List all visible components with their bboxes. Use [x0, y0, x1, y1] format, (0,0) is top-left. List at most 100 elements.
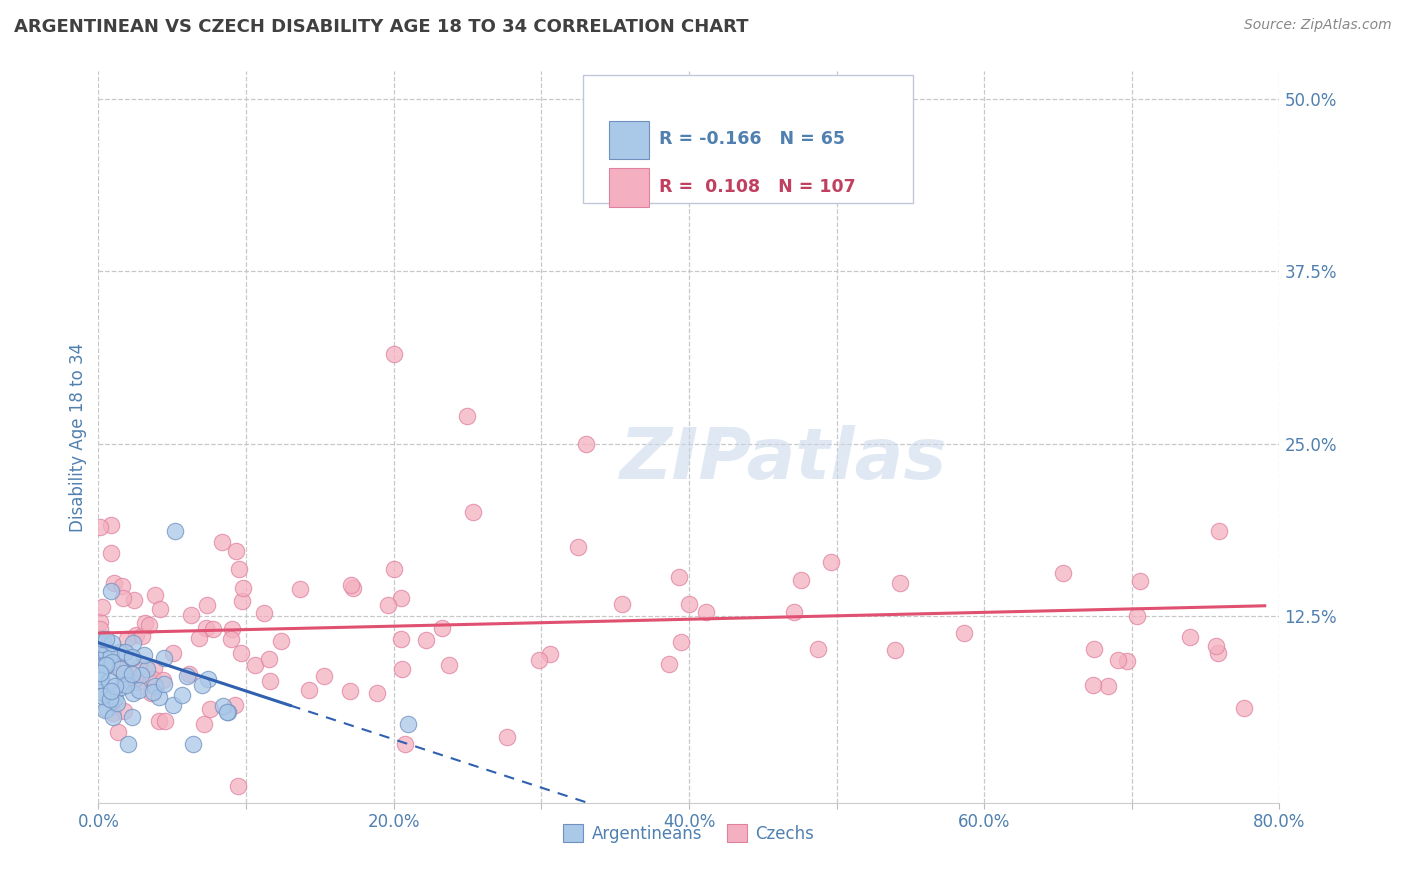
Point [669, 635, 692, 649]
Point [89, 665, 111, 680]
Point [101, 706, 124, 721]
Point [111, 579, 134, 593]
Point [142, 672, 165, 686]
Point [1178, 630, 1201, 644]
Point [98, 655, 121, 669]
Point [96, 632, 118, 646]
Point [117, 738, 139, 752]
Point [91, 637, 114, 651]
Point [152, 673, 174, 687]
Point [94, 657, 117, 672]
Point [1208, 524, 1230, 538]
Point [339, 684, 361, 698]
Point [496, 730, 519, 744]
Point [430, 621, 453, 635]
Text: R =  0.108   N = 107: R = 0.108 N = 107 [659, 178, 856, 195]
Point [180, 608, 202, 623]
Point [89, 622, 111, 636]
Point [90, 600, 112, 615]
Point [678, 597, 700, 611]
Point [104, 679, 127, 693]
Point [1107, 653, 1129, 667]
Point [366, 686, 388, 700]
Point [314, 669, 336, 683]
Point [342, 581, 364, 595]
Point [657, 657, 679, 672]
Point [389, 591, 412, 605]
Point [165, 524, 187, 538]
Point [142, 685, 165, 699]
Point [134, 615, 156, 630]
Point [219, 632, 242, 646]
Point [121, 650, 143, 665]
Point [181, 737, 204, 751]
Point [1052, 566, 1074, 580]
Point [148, 714, 170, 728]
Point [187, 631, 209, 645]
Point [98, 692, 121, 706]
Point [108, 662, 131, 676]
Point [226, 779, 249, 793]
Point [101, 693, 124, 707]
Point [100, 648, 122, 662]
Point [668, 570, 690, 584]
Point [257, 652, 280, 666]
Point [198, 702, 221, 716]
Point [89, 669, 111, 683]
Point [162, 698, 184, 712]
Point [889, 576, 911, 591]
Point [90, 689, 112, 703]
Point [191, 678, 214, 692]
Point [124, 593, 146, 607]
Point [391, 662, 413, 676]
Point [177, 666, 200, 681]
Point [93, 644, 115, 658]
Text: R = -0.166   N = 65: R = -0.166 N = 65 [659, 130, 845, 148]
Point [1126, 609, 1149, 624]
Point [100, 583, 122, 598]
Point [142, 661, 165, 675]
Point [389, 632, 412, 647]
Point [1116, 654, 1139, 668]
Point [231, 594, 253, 608]
Point [110, 680, 132, 694]
Point [124, 628, 146, 642]
Point [121, 667, 143, 681]
Point [153, 714, 176, 728]
Point [111, 662, 134, 676]
Point [1081, 678, 1104, 692]
Point [648, 175, 671, 189]
Point [195, 621, 218, 635]
Point [1129, 574, 1152, 588]
Point [127, 675, 149, 690]
Point [1097, 679, 1119, 693]
Point [225, 544, 247, 558]
Point [132, 648, 155, 662]
Point [170, 688, 193, 702]
Point [93, 657, 115, 672]
Point [575, 437, 598, 451]
Point [112, 666, 135, 681]
Point [229, 646, 252, 660]
Point [807, 642, 830, 657]
Point [437, 658, 460, 673]
Point [117, 632, 139, 647]
Point [131, 629, 153, 643]
Point [377, 599, 399, 613]
Point [101, 709, 124, 723]
Point [122, 686, 145, 700]
Point [128, 660, 150, 674]
Point [415, 633, 437, 648]
Point [149, 602, 172, 616]
Point [463, 505, 485, 519]
Point [100, 684, 122, 698]
Point [107, 725, 129, 739]
Point [790, 574, 813, 588]
Point [91, 632, 114, 646]
Text: ARGENTINEAN VS CZECH DISABILITY AGE 18 TO 34 CORRELATION CHART: ARGENTINEAN VS CZECH DISABILITY AGE 18 T… [14, 18, 748, 36]
Point [176, 668, 198, 682]
Point [98, 673, 121, 688]
Point [1233, 701, 1256, 715]
Point [89, 665, 111, 679]
Point [121, 674, 143, 689]
